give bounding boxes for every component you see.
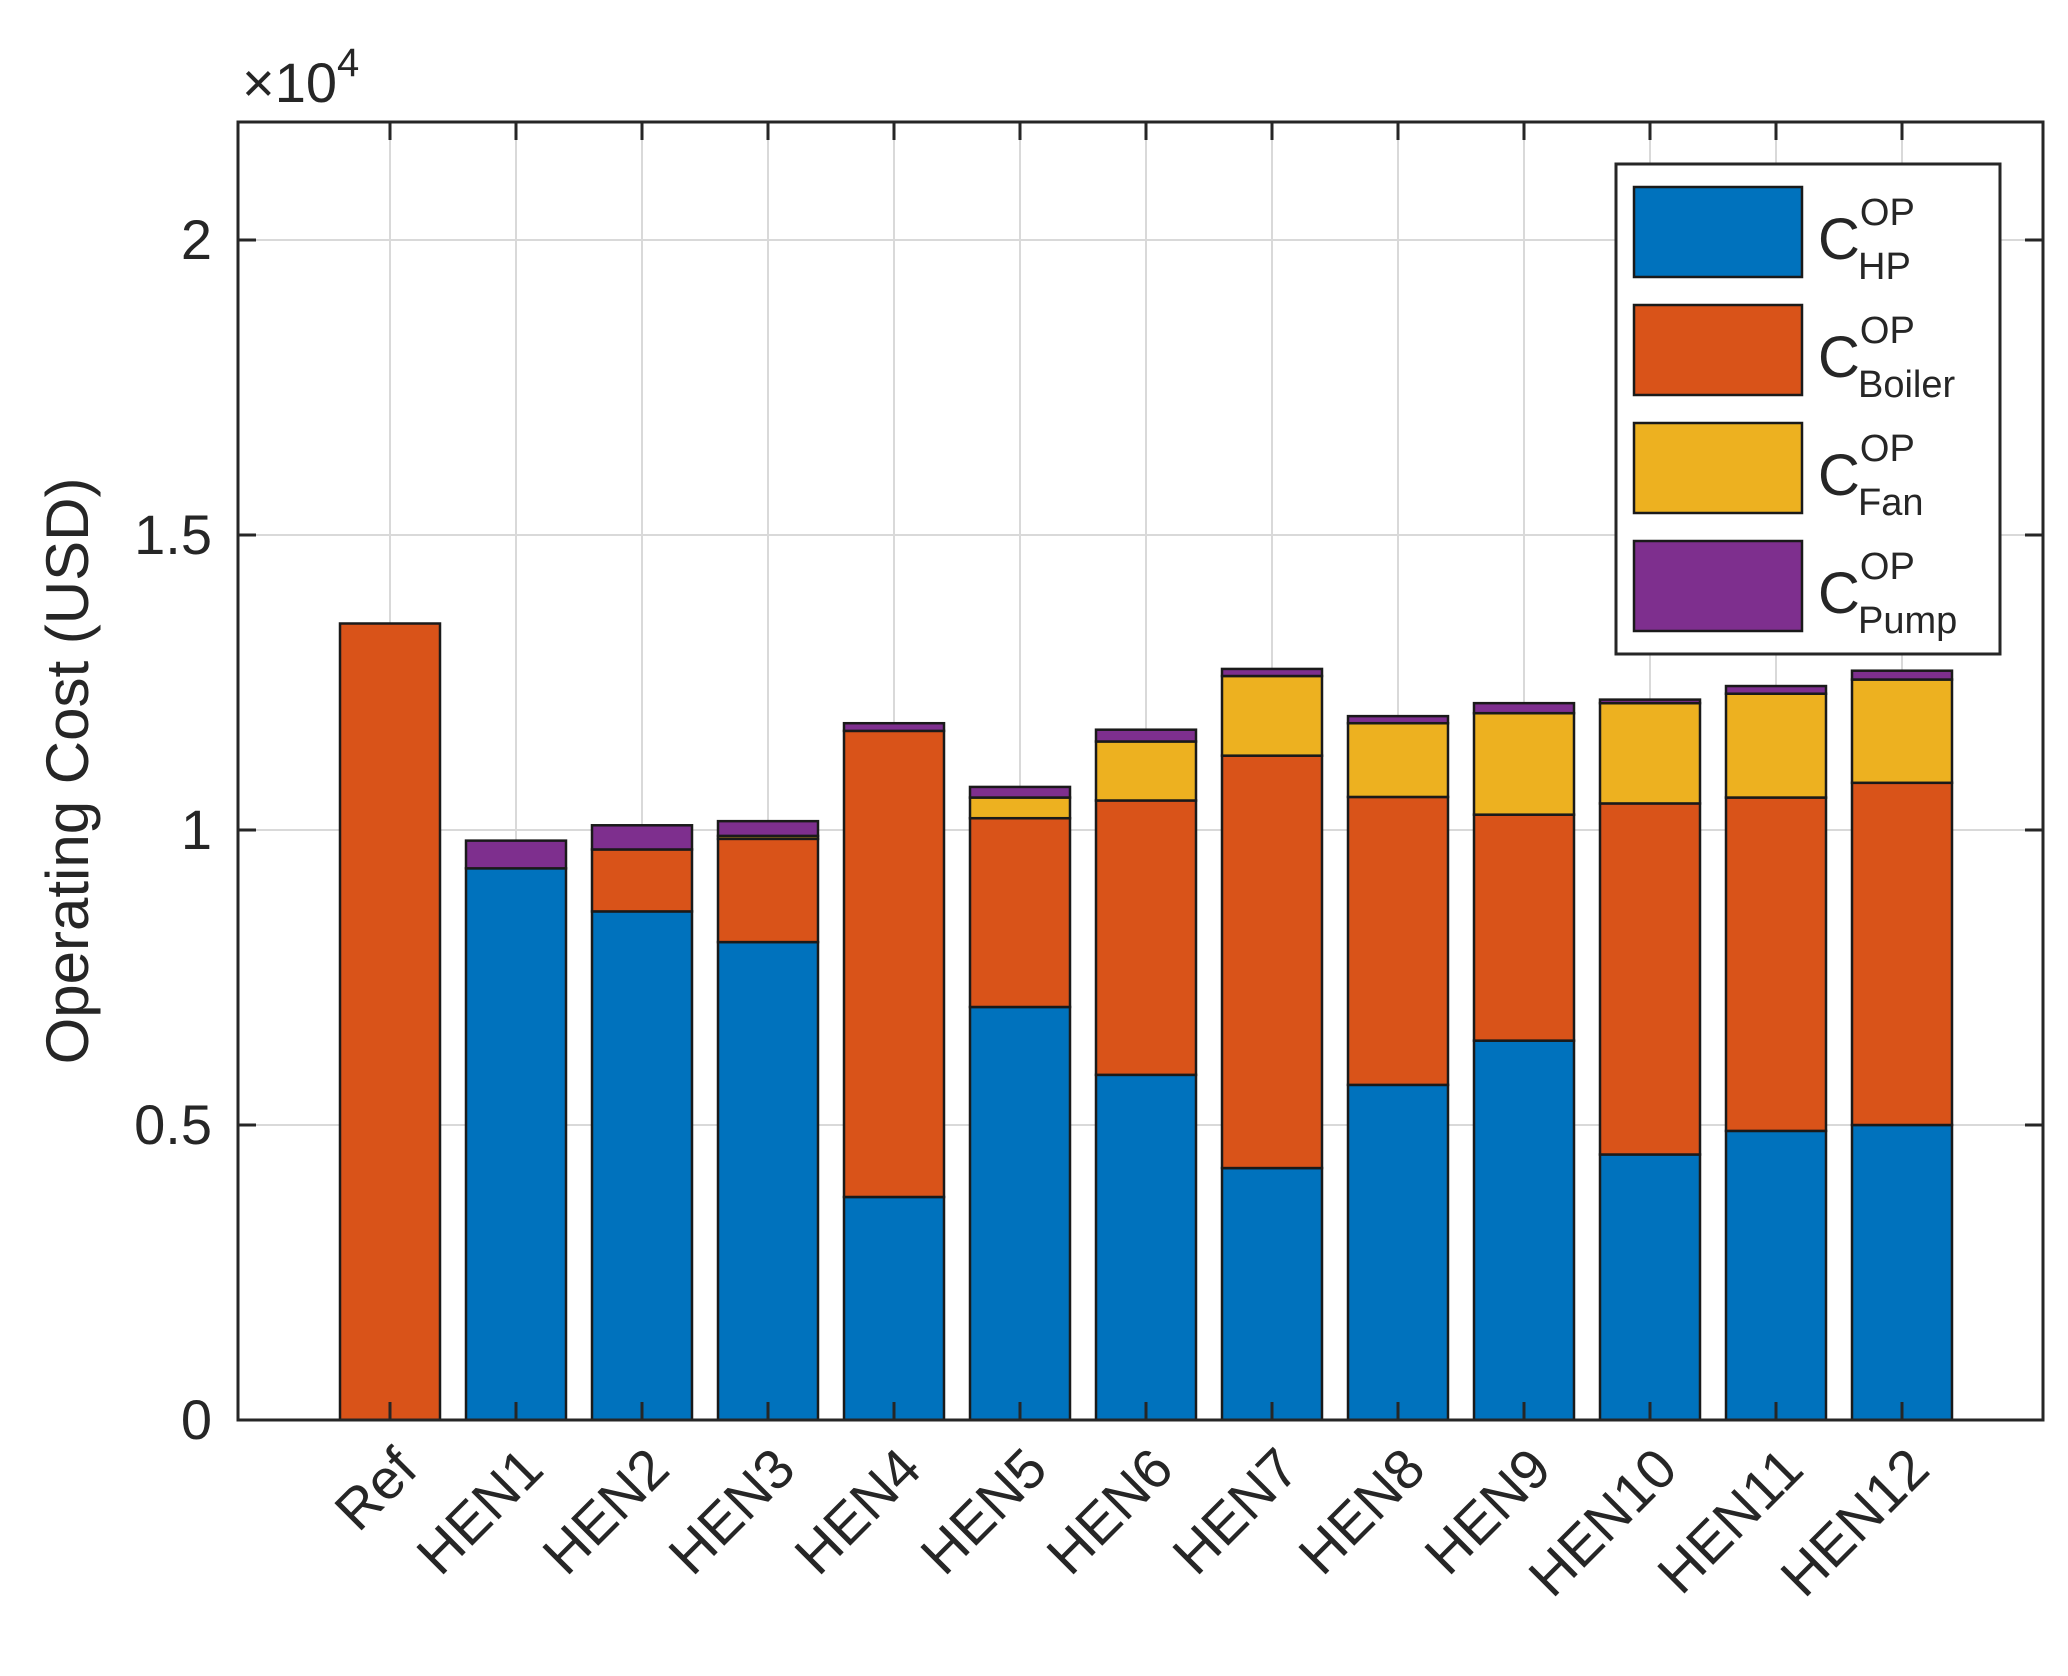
bar-hen11-pump [1724,684,1828,695]
legend-subscript: Boiler [1858,364,1955,406]
bar-hen12-fan [1850,678,1954,785]
bar-hen7-boiler [1220,754,1324,1170]
bar-hen10-pump [1598,698,1702,705]
bar-hen10-hp [1598,1153,1702,1422]
bar-ref-boiler [338,622,442,1422]
bar-hen3-hp [716,940,820,1422]
bar-hen7-pump [1220,667,1324,678]
bar-hen5-hp [968,1005,1072,1422]
bar-hen9-fan [1472,711,1576,816]
bar-hen6-hp [1094,1073,1198,1422]
bar-hen12-hp [1850,1123,1954,1422]
y-tick-label: 0 [181,1388,212,1451]
y-tick-label: 0.5 [134,1093,212,1156]
bar-hen8-fan [1346,721,1450,799]
bar-hen5-pump [968,785,1072,799]
bar-hen2-pump [590,824,694,851]
bar-hen10-fan [1598,701,1702,805]
bar-hen11-boiler [1724,796,1828,1133]
bar-hen8-hp [1346,1083,1450,1422]
bar-hen4-hp [842,1195,946,1422]
bar-hen4-boiler [842,729,946,1199]
bar-hen11-hp [1724,1129,1828,1422]
bar-hen7-hp [1220,1166,1324,1422]
legend-symbol: C [1818,561,1860,626]
bar-hen6-pump [1094,728,1198,743]
legend-swatch-pump [1632,539,1804,633]
legend-swatch-fan [1632,421,1804,515]
legend-subscript: Fan [1858,482,1923,524]
bar-hen3-boiler [716,837,820,944]
legend-swatch-boiler [1632,303,1804,397]
bar-hen7-fan [1220,674,1324,757]
legend-label-fan: COP Fan [1818,428,1923,524]
bar-hen8-pump [1346,714,1450,725]
y-multiplier-base: ×10 [242,51,337,114]
bar-hen4-pump [842,721,946,733]
legend-symbol: C [1818,443,1860,508]
y-tick-label: 2 [181,208,212,271]
legend-label-hp: COP HP [1818,192,1915,288]
y-multiplier: ×104 [242,41,359,114]
legend-subscript: HP [1858,246,1911,288]
bar-hen6-fan [1094,740,1198,802]
bar-hen12-pump [1850,669,1954,681]
legend-symbol: C [1818,207,1860,272]
bar-hen9-pump [1472,701,1576,715]
bar-hen1-hp [464,867,568,1422]
y-multiplier-exponent: 4 [337,41,359,85]
y-axis-label: Operating Cost (USD) [34,478,101,1065]
legend-subscript: Pump [1858,600,1957,642]
legend-symbol: C [1818,325,1860,390]
bar-hen5-boiler [968,816,1072,1009]
legend-swatch-hp [1632,185,1804,279]
bar-hen10-boiler [1598,802,1702,1156]
legend-label-pump: COP Pump [1818,546,1957,642]
bar-hen2-hp [590,910,694,1422]
bar-hen8-boiler [1346,795,1450,1087]
bar-hen1-pump [464,839,568,870]
bar-hen3-pump [716,819,820,838]
legend-superscript: OP [1860,310,1915,352]
legend-label-boiler: COP Boiler [1818,310,1955,406]
plot-frame [236,120,2045,1422]
y-tick-label: 1.5 [134,503,212,566]
bar-hen9-boiler [1472,813,1576,1042]
bar-hen5-fan [968,796,1072,820]
legend-superscript: OP [1860,428,1915,470]
y-tick-label: 1 [181,798,212,861]
bar-hen9-hp [1472,1039,1576,1422]
bar-hen12-boiler [1850,781,1954,1127]
bar-hen11-fan [1724,692,1828,799]
legend-superscript: OP [1860,192,1915,234]
bar-hen6-boiler [1094,799,1198,1077]
ticks [238,122,2043,1422]
legend-superscript: OP [1860,546,1915,588]
bars [338,622,1954,1422]
bar-hen2-boiler [590,848,694,913]
